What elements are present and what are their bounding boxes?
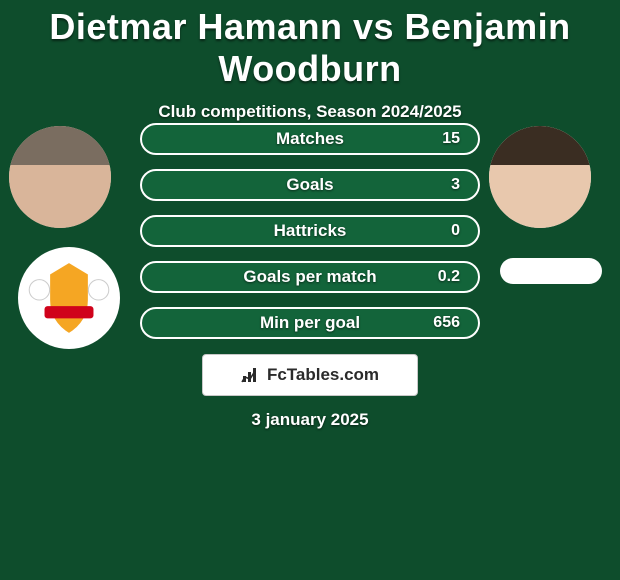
stat-bar: Hattricks 0 (140, 215, 480, 247)
player-right-club-badge (500, 258, 602, 284)
player-left-avatar (9, 126, 111, 228)
stat-value: 656 (433, 314, 460, 332)
stat-value: 0.2 (438, 268, 460, 286)
stat-value: 15 (442, 130, 460, 148)
comparison-card: Dietmar Hamann vs Benjamin Woodburn Club… (0, 0, 620, 580)
stat-label: Goals per match (243, 267, 376, 287)
attribution-text: FcTables.com (267, 365, 379, 385)
stat-bar: Goals per match 0.2 (140, 261, 480, 293)
stat-value: 0 (451, 222, 460, 240)
stat-bars: Matches 15 Goals 3 Hattricks 0 Goals per… (140, 123, 480, 353)
avatar-hair (9, 126, 111, 165)
stat-bar: Matches 15 (140, 123, 480, 155)
page-subtitle: Club competitions, Season 2024/2025 (0, 102, 620, 122)
player-left-club-badge (18, 247, 120, 349)
stat-label: Min per goal (260, 313, 360, 333)
stat-label: Goals (286, 175, 333, 195)
stat-bar: Goals 3 (140, 169, 480, 201)
stat-value: 3 (451, 176, 460, 194)
stat-label: Hattricks (274, 221, 347, 241)
player-right-avatar (489, 126, 591, 228)
page-title: Dietmar Hamann vs Benjamin Woodburn (0, 0, 620, 90)
avatar-hair (489, 126, 591, 165)
stat-bar: Min per goal 656 (140, 307, 480, 339)
bar-chart-icon (241, 366, 263, 384)
attribution-badge[interactable]: FcTables.com (202, 354, 418, 396)
stat-label: Matches (276, 129, 344, 149)
footer-date: 3 january 2025 (0, 410, 620, 430)
